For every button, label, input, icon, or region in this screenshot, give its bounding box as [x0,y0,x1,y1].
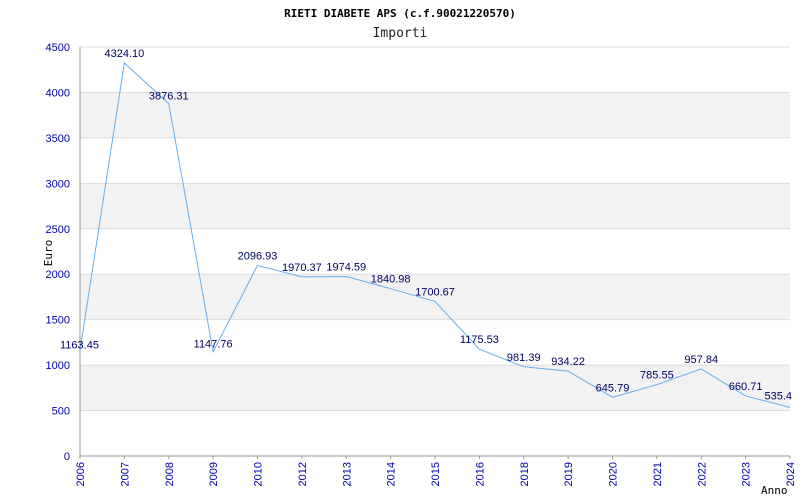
series-line [79,61,791,408]
data-label: 1163.45 [60,339,99,351]
series-line-group [79,61,791,408]
x-tick-label: 2024 [785,462,797,486]
y-tick-label: 2000 [46,269,70,281]
grid-band [80,274,790,320]
y-tick-label: 500 [52,406,70,418]
data-label: 1147.76 [194,339,233,351]
data-label: 934.22 [551,356,585,368]
y-tick-label: 4500 [46,42,70,54]
y-tick-label: 1500 [46,315,70,327]
x-tick-label: 2020 [608,462,620,486]
grid-band [80,183,790,229]
data-label: 1970.37 [282,262,322,274]
y-tick-label: 2500 [46,224,70,236]
x-tick-label: 2023 [741,462,753,486]
data-label: 1840.98 [371,274,411,286]
background-bands [80,92,790,411]
y-axis-label: Euro [42,240,55,267]
x-tick-label: 2016 [474,462,486,486]
x-axis-label: Anno [761,484,788,497]
chart-subtitle: Importi [373,26,428,41]
x-tick-label: 2009 [208,462,220,486]
x-tick-label: 2010 [253,462,265,486]
x-tick-label: 2007 [119,462,131,486]
data-label: 660.71 [729,381,763,393]
data-label: 2096.93 [238,250,278,262]
x-tick-label: 2008 [164,462,176,486]
x-tick-labels: 2006 2007 2008 2009 2010 2012 2013 2014 2015 2016… [75,456,797,486]
x-tick-label: 2015 [430,462,442,486]
data-label: 1175.53 [460,334,499,346]
grid-band [80,92,790,138]
y-tick-label: 0 [64,451,70,463]
data-label: 3876.31 [149,91,189,103]
data-label: 957.84 [684,354,718,366]
y-tick-label: 1000 [46,360,70,372]
data-label: 785.55 [640,370,674,382]
data-label: 1974.59 [326,262,366,274]
y-tick-labels: 0 500 1000 1500 2000 2500 3000 3500 4000 4500 [46,42,70,463]
data-label: 4324.10 [104,48,144,60]
x-tick-label: 2006 [75,462,87,486]
x-tick-label: 2018 [519,462,531,486]
data-label: 981.39 [507,352,541,364]
data-label: 1700.67 [415,286,455,298]
x-tick-label: 2014 [386,462,398,486]
chart-title: RIETI DIABETE APS (c.f.90021220570) [284,7,516,20]
x-tick-label: 2013 [341,462,353,486]
x-tick-label: 2022 [696,462,708,486]
data-labels: 1163.45 4324.10 3876.31 1147.76 2096.93 1970.… [60,48,792,402]
data-label: 645.79 [596,382,630,394]
x-tick-label: 2019 [563,462,575,486]
y-tick-label: 4000 [46,87,70,99]
y-tick-label: 3500 [46,133,70,145]
x-tick-label: 2012 [297,462,309,486]
x-tick-label: 2021 [652,462,664,486]
data-label: 535.4 [764,390,792,402]
y-tick-label: 3000 [46,178,70,190]
grid-band [80,365,790,411]
